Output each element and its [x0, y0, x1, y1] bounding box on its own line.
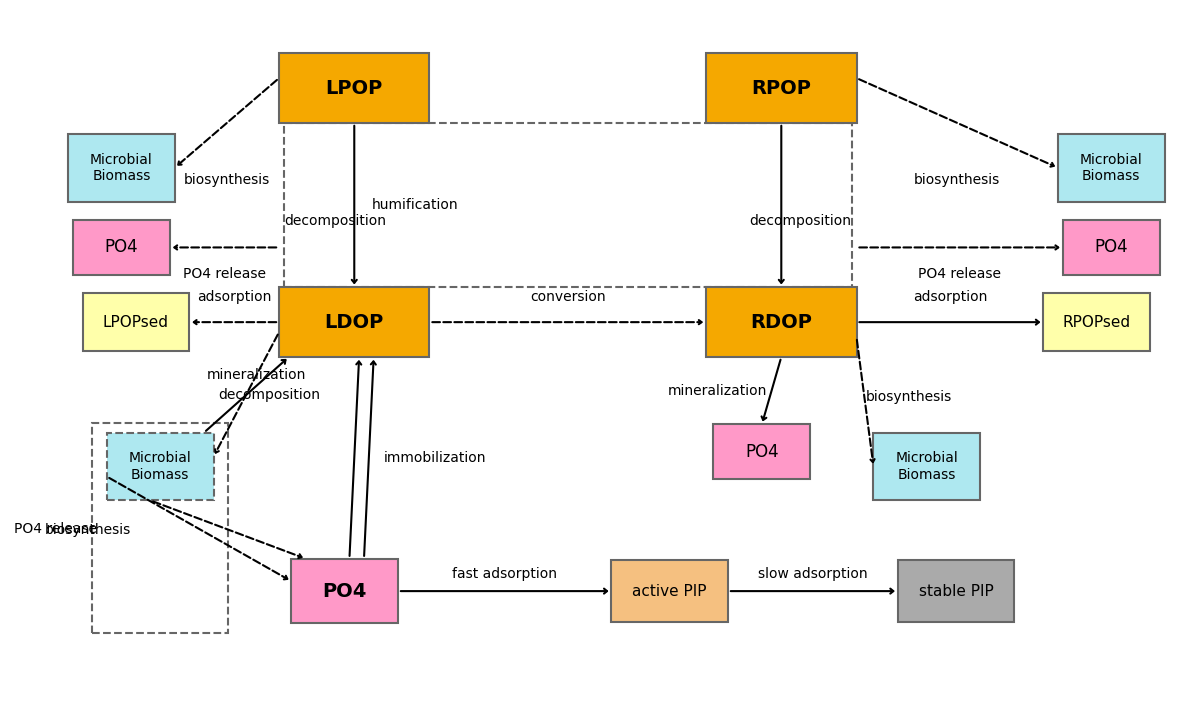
Text: decomposition: decomposition: [284, 214, 386, 227]
Text: PO4 release: PO4 release: [182, 267, 266, 282]
Text: biosynthesis: biosynthesis: [184, 173, 270, 187]
Bar: [898, 560, 1014, 622]
Text: adsorption: adsorption: [913, 290, 988, 304]
Bar: [83, 293, 190, 351]
Bar: [92, 423, 228, 633]
Bar: [68, 134, 175, 201]
Text: PO4: PO4: [1094, 238, 1128, 256]
Bar: [107, 432, 214, 500]
Bar: [284, 123, 852, 287]
Text: Microbial
Biomass: Microbial Biomass: [128, 451, 192, 482]
Text: decomposition: decomposition: [750, 214, 852, 227]
Bar: [1058, 134, 1165, 201]
Text: conversion: conversion: [530, 290, 606, 304]
Text: RPOPsed: RPOPsed: [1063, 315, 1130, 330]
Text: biosynthesis: biosynthesis: [44, 523, 131, 536]
Text: immobilization: immobilization: [383, 451, 486, 465]
Text: LPOPsed: LPOPsed: [103, 315, 169, 330]
Text: PO4: PO4: [323, 582, 367, 601]
Bar: [73, 220, 170, 275]
Bar: [706, 53, 857, 123]
Bar: [1063, 220, 1159, 275]
Text: mineralization: mineralization: [206, 368, 306, 383]
Text: active PIP: active PIP: [632, 583, 707, 599]
Bar: [292, 559, 398, 624]
Text: biosynthesis: biosynthesis: [914, 173, 1001, 187]
Bar: [280, 53, 430, 123]
Text: PO4 release: PO4 release: [918, 267, 1001, 282]
Bar: [713, 425, 810, 479]
Text: RDOP: RDOP: [750, 313, 812, 331]
Bar: [874, 432, 980, 500]
Text: PO4: PO4: [745, 443, 779, 461]
Bar: [280, 287, 430, 357]
Bar: [1043, 293, 1150, 351]
Bar: [612, 560, 728, 622]
Text: PO4 release: PO4 release: [14, 522, 97, 536]
Text: adsorption: adsorption: [197, 290, 271, 304]
Text: Microbial
Biomass: Microbial Biomass: [1080, 152, 1142, 183]
Text: LPOP: LPOP: [325, 79, 383, 97]
Text: RPOP: RPOP: [751, 79, 811, 97]
Text: stable PIP: stable PIP: [919, 583, 994, 599]
Bar: [706, 287, 857, 357]
Text: LDOP: LDOP: [325, 313, 384, 331]
Text: decomposition: decomposition: [218, 388, 320, 402]
Text: mineralization: mineralization: [667, 383, 767, 398]
Text: Microbial
Biomass: Microbial Biomass: [90, 152, 152, 183]
Text: Microbial
Biomass: Microbial Biomass: [895, 451, 959, 482]
Text: PO4: PO4: [104, 238, 138, 256]
Text: fast adsorption: fast adsorption: [452, 567, 557, 581]
Text: slow adsorption: slow adsorption: [758, 567, 868, 581]
Text: biosynthesis: biosynthesis: [866, 390, 953, 404]
Text: humification: humification: [372, 198, 458, 212]
